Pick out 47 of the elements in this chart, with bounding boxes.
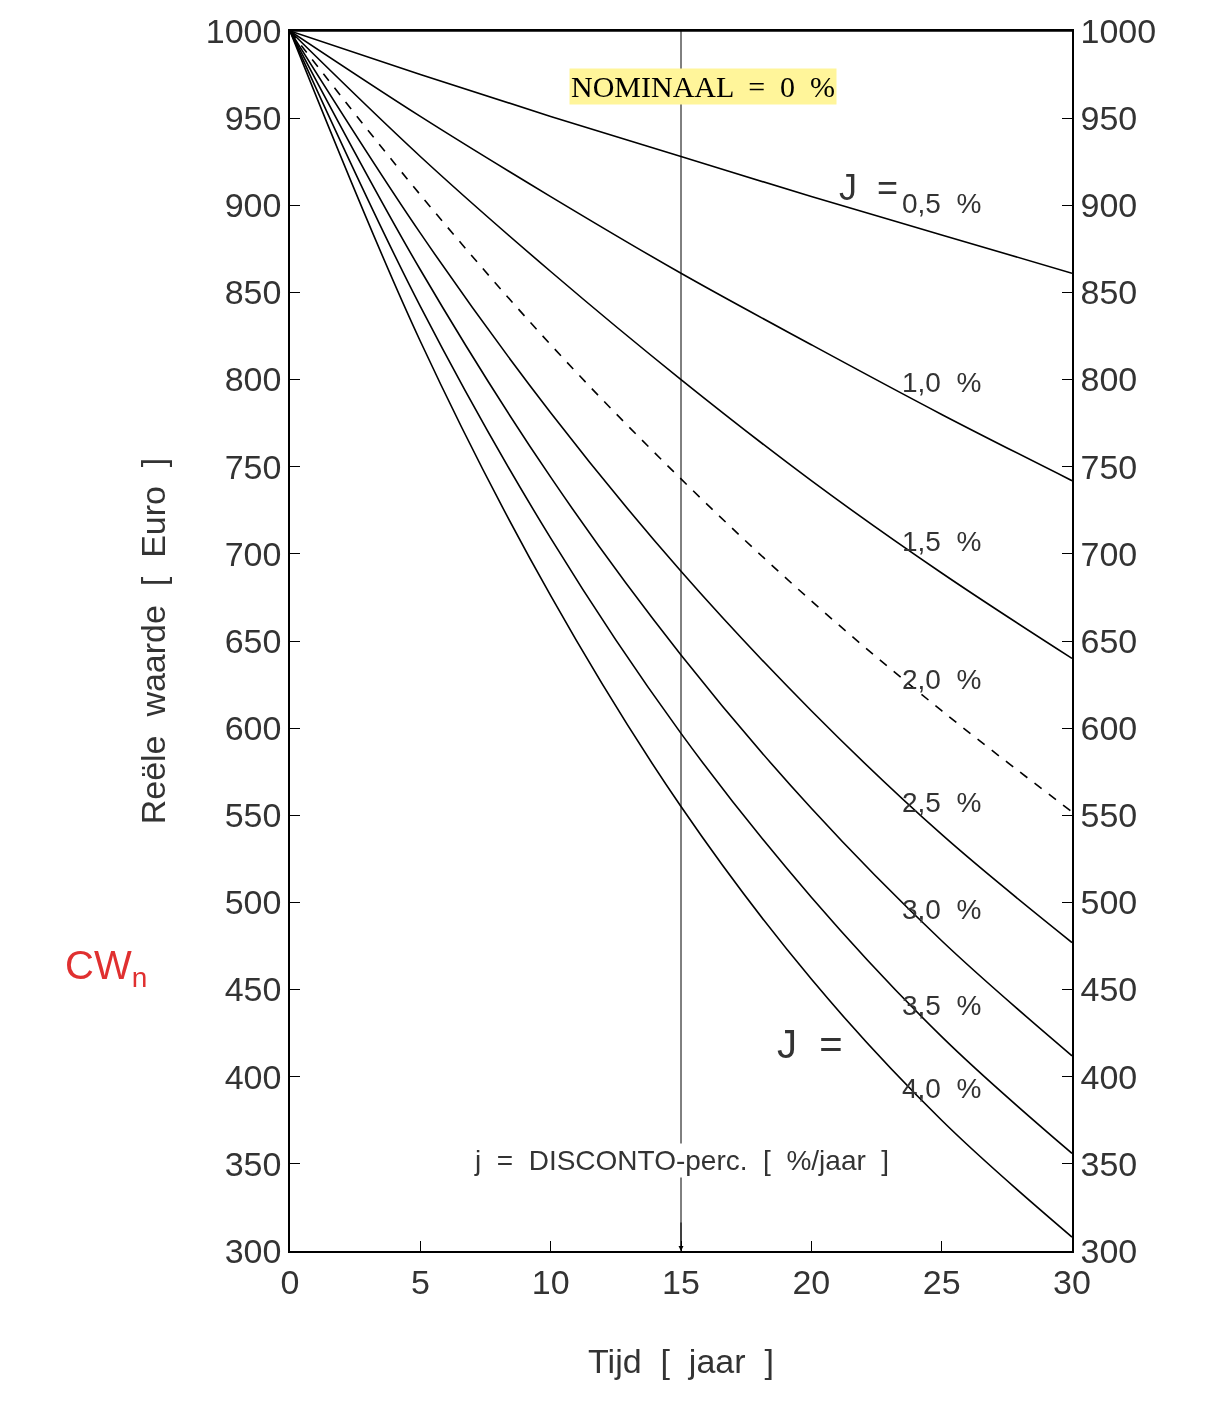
- text: CW$_{n}$: [65, 943, 148, 994]
- y2-tick-label: 800: [1080, 360, 1138, 399]
- y-tick-label: 900: [224, 186, 282, 225]
- y-tick-label: 600: [224, 709, 282, 748]
- x-tick-label: 25: [922, 1262, 961, 1301]
- y2-tick-label: 850: [1080, 273, 1138, 312]
- y-tick-label: 450: [224, 970, 282, 1009]
- y2-tick-label: 950: [1080, 99, 1138, 138]
- y-tick-label: 550: [224, 796, 282, 835]
- series-label: 1,5 %: [902, 526, 982, 557]
- annotation: NOMINAAL = 0 %: [571, 70, 836, 103]
- series-label: 0,5 %: [902, 188, 982, 219]
- y2-tick-label: 900: [1080, 186, 1138, 225]
- annotation: J =: [839, 167, 899, 208]
- series-label: 1,0 %: [902, 367, 982, 398]
- y-tick-label: 1000: [205, 11, 282, 50]
- y-tick-label: 300: [224, 1231, 282, 1270]
- x-tick-label: 0: [280, 1262, 300, 1301]
- y-tick-label: 800: [224, 360, 282, 399]
- y2-tick-label: 550: [1080, 796, 1138, 835]
- y-tick-label: 650: [224, 621, 282, 660]
- series-label: 2,5 %: [902, 787, 982, 818]
- y-tick-label: 700: [224, 534, 282, 573]
- x-axis-title: Tijd [ jaar ]: [588, 1342, 774, 1381]
- y2-tick-label: 600: [1080, 709, 1138, 748]
- y-axis-title: Reële waarde [ Euro ]: [133, 457, 172, 825]
- y2-tick-label: 500: [1080, 883, 1138, 922]
- x-tick-label: 10: [531, 1262, 570, 1301]
- annotation: J =: [777, 1022, 843, 1066]
- y2-tick-label: 400: [1080, 1057, 1138, 1096]
- y-tick-label: 950: [224, 99, 282, 138]
- y-tick-label: 400: [224, 1057, 282, 1096]
- y2-tick-label: 700: [1080, 534, 1138, 573]
- x-tick-label: 5: [410, 1262, 430, 1301]
- y2-tick-label: 650: [1080, 621, 1138, 660]
- y-tick-label: 350: [224, 1144, 282, 1183]
- y-tick-label: 500: [224, 883, 282, 922]
- y2-tick-label: 1000: [1080, 11, 1157, 50]
- y-tick-label: 850: [224, 273, 282, 312]
- y2-tick-label: 750: [1080, 447, 1138, 486]
- x-tick-label: 20: [792, 1262, 831, 1301]
- y-tick-label: 750: [224, 447, 282, 486]
- y2-tick-label: 350: [1080, 1144, 1138, 1183]
- x-tick-label: 15: [662, 1262, 700, 1301]
- annotation: j = DISCONTO-perc. [ %/jaar ]: [474, 1145, 890, 1176]
- series-label: 2,0 %: [902, 664, 982, 695]
- y2-tick-label: 450: [1080, 970, 1138, 1009]
